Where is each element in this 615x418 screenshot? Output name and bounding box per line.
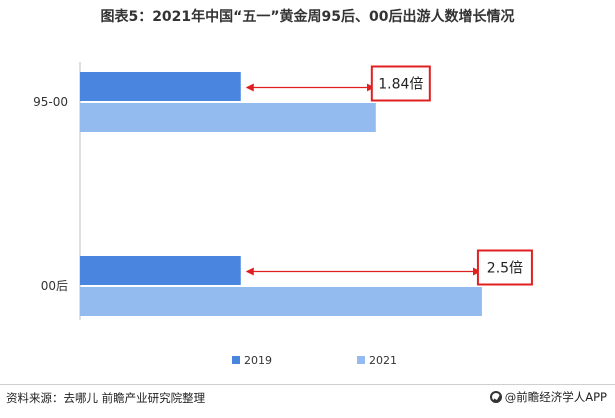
brand-logo-icon xyxy=(489,391,502,403)
ratio-box-1 xyxy=(476,249,533,286)
legend-swatch-2019 xyxy=(232,356,240,364)
legend: 2019 2021 xyxy=(232,354,397,367)
ratio-label-0: 1.84倍 xyxy=(378,77,423,93)
chart-title: 图表5：2021年中国“五一”黄金周95后、00后出游人数增长情况 xyxy=(100,9,515,25)
bar-2019-0 xyxy=(80,72,241,101)
bar-2021-0 xyxy=(80,103,376,132)
brand-text: @前瞻经济学人APP xyxy=(504,390,607,404)
footer-divider xyxy=(0,384,615,385)
ratio-box-0 xyxy=(370,65,431,102)
legend-label-2019: 2019 xyxy=(244,354,272,367)
legend-label-2021: 2021 xyxy=(369,354,397,367)
bar-2021-1 xyxy=(80,287,482,316)
legend-swatch-2021 xyxy=(357,356,365,364)
brand-credit: @前瞻经济学人APP xyxy=(489,389,607,405)
category-label-1: 00后 xyxy=(41,279,68,293)
bar-chart: 95-00 00后 1.84倍 2.5倍 2019 2021 xyxy=(33,62,533,367)
source-note: 资料来源：去哪儿 前瞻产业研究院整理 xyxy=(6,391,206,405)
ratio-label-1: 2.5倍 xyxy=(487,261,523,277)
category-label-0: 95-00 xyxy=(33,95,68,109)
bar-2019-1 xyxy=(80,256,241,285)
